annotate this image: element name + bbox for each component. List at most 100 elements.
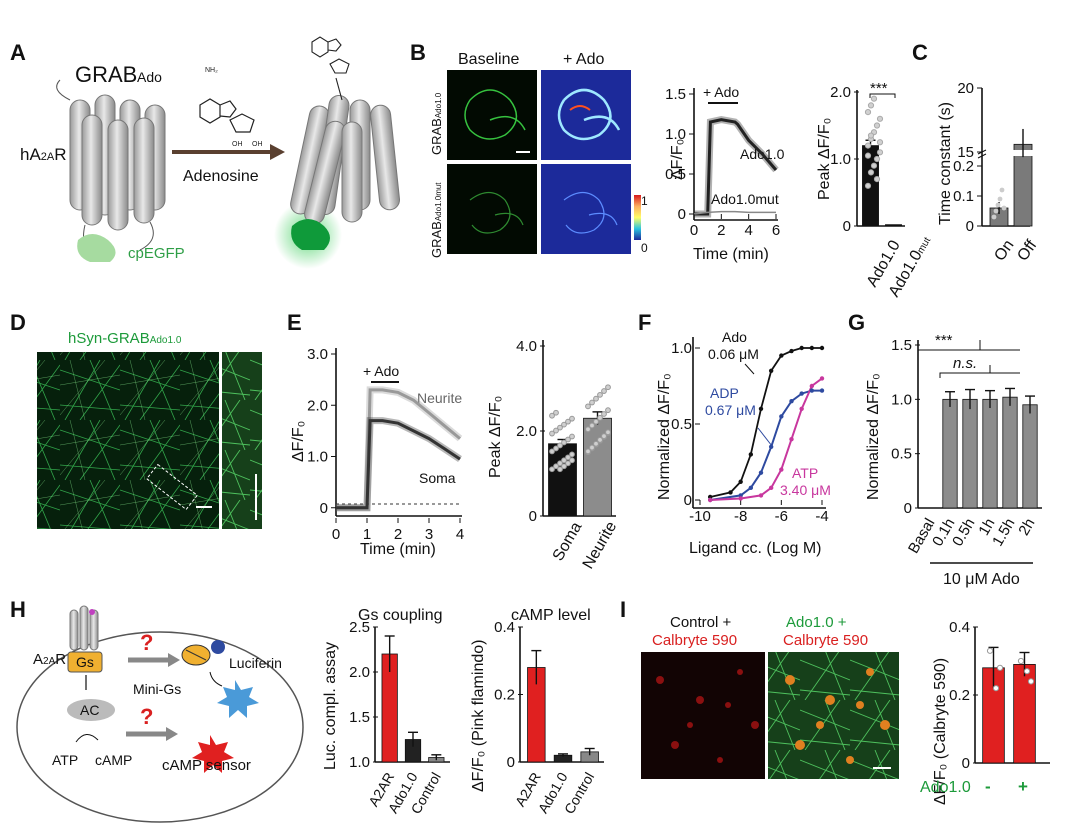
data-point (809, 383, 815, 389)
data-point (557, 424, 563, 431)
data-point (565, 454, 571, 461)
h-title1: Gs coupling (358, 607, 443, 624)
data-point (593, 440, 599, 447)
receptor-label: hA2AR (20, 145, 67, 164)
panel-label-e: E (287, 310, 302, 335)
data-point (864, 152, 872, 159)
ac-ellipse (67, 699, 115, 721)
y-tick-label: 1.0 (671, 340, 692, 357)
data-point (867, 169, 875, 176)
panel-label-f: F (638, 310, 651, 335)
camp-sensor-burst-icon (192, 735, 234, 773)
panel-label-c: C (912, 40, 928, 65)
y-tick-label: 0 (904, 500, 912, 517)
data-point (789, 437, 794, 442)
data-point (565, 418, 571, 425)
receptor-cylinders-active (290, 94, 400, 225)
image-control (641, 652, 765, 779)
panel-e-trace: ΔF/F₀ Time (min) + Ado Neurite Soma 0 1 2 3… (290, 346, 464, 558)
image-baseline-ado10 (447, 70, 537, 160)
data-point (873, 176, 881, 183)
x-tick-label: 0.5h (949, 516, 978, 550)
data-point (799, 391, 804, 396)
data-point (809, 388, 815, 393)
g-sig2: n.s. (953, 355, 977, 372)
data-point (1001, 205, 1007, 211)
panel-h-bar1: Gs coupling Luc. compl. assay 1.0 1.5 2.0 2… (322, 607, 450, 817)
y-tick-label: 1.0 (349, 754, 370, 771)
y-tick-label: 0.5 (891, 446, 912, 463)
h-gs-label: Gs (76, 654, 94, 670)
data-point (557, 466, 563, 473)
adenosine-molecule: NH₂ OH OH (199, 67, 263, 148)
series-line (693, 210, 776, 215)
adenosine-label: Adenosine (183, 168, 259, 185)
data-point (997, 196, 1003, 202)
y-tick-label: 0 (843, 218, 851, 235)
x-tick-label: 0 (690, 222, 698, 239)
e-trace2-label: Soma (419, 470, 456, 486)
image-ado-mut (541, 164, 631, 254)
data-point (819, 376, 825, 381)
e-bar-ylabel: Peak ΔF/F₀ (487, 396, 504, 478)
data-point (738, 496, 743, 501)
panel-e-bar: Peak ΔF/F₀ Soma Neurite 0 2.0 4.0 (487, 338, 620, 572)
data-point (601, 411, 607, 417)
g-sig1: *** (935, 332, 953, 349)
data-point (779, 414, 784, 419)
f-ado-ec50: 0.06 μM (708, 346, 759, 362)
data-point (867, 102, 875, 109)
y-tick-label: 0.5 (665, 166, 686, 183)
x-tick-label: 2 (394, 526, 402, 543)
data-point (549, 448, 555, 455)
f-adp-ec50: 0.67 μM (705, 402, 756, 418)
h-minigs-label: Mini-Gs (133, 681, 181, 697)
f-ado-name: Ado (722, 329, 747, 345)
svg-text:OH: OH (252, 141, 263, 148)
panel-label-h: H (10, 597, 26, 622)
data-point (553, 409, 559, 416)
image-baseline-mut (447, 164, 537, 254)
i-img2-line2: Calbryte 590 (783, 632, 868, 649)
data-point (585, 403, 591, 410)
series-line (336, 419, 461, 510)
data-point (819, 345, 825, 351)
panel-i-bar: ΔF/F₀ (Calbryte 590) Ado1.0 - + 0 0.2 0.4 (920, 619, 1050, 805)
bar (942, 398, 958, 509)
data-point (758, 470, 764, 475)
cpegfp-bright (291, 219, 330, 250)
x-tick-label: 6 (772, 222, 780, 239)
data-point (768, 444, 774, 449)
y-tick-label: 3.0 (307, 346, 328, 363)
baseline-column-label: Baseline (458, 51, 519, 68)
panel-label-d: D (10, 310, 26, 335)
bar (1002, 396, 1018, 509)
y-tick-label: 0 (320, 500, 328, 517)
data-point (569, 457, 575, 464)
i-img1-line2: Calbryte 590 (652, 632, 737, 649)
y-tick-label: 0.2 (494, 687, 515, 704)
y-tick-label: 1.0 (307, 449, 328, 466)
y-tick-label: 0 (962, 755, 970, 772)
h-luciferin-label: Luciferin (229, 655, 282, 671)
x-tick-label: -6 (775, 508, 788, 525)
data-point (758, 406, 764, 411)
data-point (553, 463, 559, 470)
panel-b-trace: ΔF/F₀ Time (min) + Ado Ado1.0 Ado1.0mut … (665, 84, 784, 263)
y-tick-label: 1.5 (891, 337, 912, 354)
x-tick-label: 3 (425, 526, 433, 543)
data-point (605, 429, 611, 436)
panel-label-a: A (10, 40, 26, 65)
x-tick-label: -4 (815, 508, 828, 525)
data-point (799, 345, 804, 351)
data-point (799, 406, 804, 411)
g-ylabel: Normalized ΔF/F₀ (865, 373, 882, 500)
data-point (748, 485, 754, 491)
y-tick-label: 0 (507, 754, 515, 771)
x-tick-label: 2h (1015, 516, 1038, 539)
bar (885, 224, 902, 227)
b-sig: *** (870, 80, 888, 97)
y-tick-label: 0.1 (953, 188, 974, 205)
data-point (707, 494, 713, 500)
gs-box (67, 651, 103, 673)
